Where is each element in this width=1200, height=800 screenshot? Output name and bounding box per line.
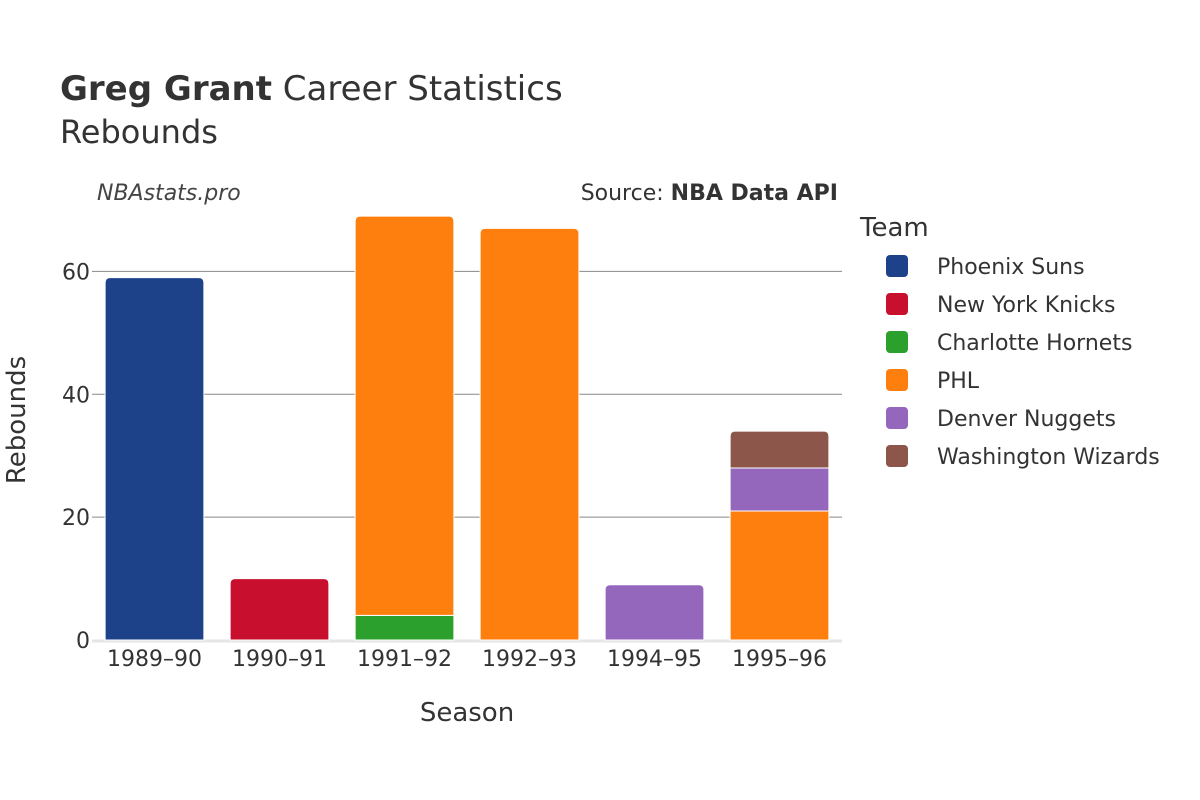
legend-title: Team — [859, 213, 929, 243]
bar-segment-phl — [729, 510, 830, 641]
source-name: NBA Data API — [671, 181, 838, 206]
source-credit: Source: NBA Data API — [581, 181, 838, 206]
legend-item[interactable]: New York Knicks — [886, 293, 1116, 318]
x-tick-label: 1991–92 — [357, 647, 452, 672]
legend-swatch — [886, 255, 908, 277]
legend-label: Phoenix Suns — [937, 255, 1085, 280]
bar-segment-phl — [354, 215, 455, 616]
legend-item[interactable]: Charlotte Hornets — [886, 331, 1132, 356]
x-tick-label: 1990–91 — [232, 647, 327, 672]
bar-segment-phl — [479, 227, 580, 641]
chart-title-rest: Career Statistics — [272, 69, 563, 109]
bars — [104, 215, 830, 641]
legend-label: PHL — [937, 369, 980, 394]
legend-label: Denver Nuggets — [937, 407, 1116, 432]
y-tick-label: 20 — [62, 506, 90, 531]
bar-segment-phoenix-suns — [104, 277, 205, 641]
y-tick-label: 40 — [62, 383, 90, 408]
x-tick-label: 1995–96 — [732, 647, 827, 672]
bar-segment-new-york-knicks — [229, 578, 330, 641]
legend-label: Charlotte Hornets — [937, 331, 1132, 356]
source-prefix: Source: — [581, 181, 671, 206]
bar-segment-washington-wizards — [729, 430, 830, 469]
legend-label: New York Knicks — [937, 293, 1116, 318]
y-axis-title: Rebounds — [2, 356, 32, 484]
legend-item[interactable]: Phoenix Suns — [886, 255, 1085, 280]
y-tick-label: 60 — [62, 260, 90, 285]
legend-item[interactable]: PHL — [886, 369, 980, 394]
legend-item[interactable]: Washington Wizards — [886, 445, 1160, 470]
x-tick-label: 1989–90 — [107, 647, 202, 672]
chart-subtitle: Rebounds — [60, 113, 218, 151]
bar-segment-denver-nuggets — [729, 467, 830, 512]
legend: Phoenix Suns New York Knicks Charlotte Hor… — [886, 255, 1160, 470]
legend-label: Washington Wizards — [937, 445, 1160, 470]
x-tick-label: 1992–93 — [482, 647, 577, 672]
x-axis: 1989–90 1990–91 1991–92 1992–93 1994–95 1995–… — [107, 647, 827, 672]
legend-swatch — [886, 445, 908, 467]
x-axis-title: Season — [420, 698, 514, 728]
gridlines — [92, 270, 842, 643]
legend-swatch — [886, 407, 908, 429]
y-axis: 0 20 40 60 — [62, 260, 90, 654]
legend-item[interactable]: Denver Nuggets — [886, 407, 1116, 432]
bar-segment-denver-nuggets — [604, 584, 705, 641]
legend-swatch — [886, 293, 908, 315]
chart-title-player: Greg Grant — [60, 69, 272, 109]
chart-title: Greg Grant Career Statistics — [60, 69, 563, 109]
x-tick-label: 1994–95 — [607, 647, 702, 672]
bar-segment-charlotte-hornets — [354, 614, 455, 641]
watermark: NBAstats.pro — [97, 181, 241, 206]
legend-swatch — [886, 369, 908, 391]
y-tick-label: 0 — [76, 629, 90, 654]
legend-swatch — [886, 331, 908, 353]
